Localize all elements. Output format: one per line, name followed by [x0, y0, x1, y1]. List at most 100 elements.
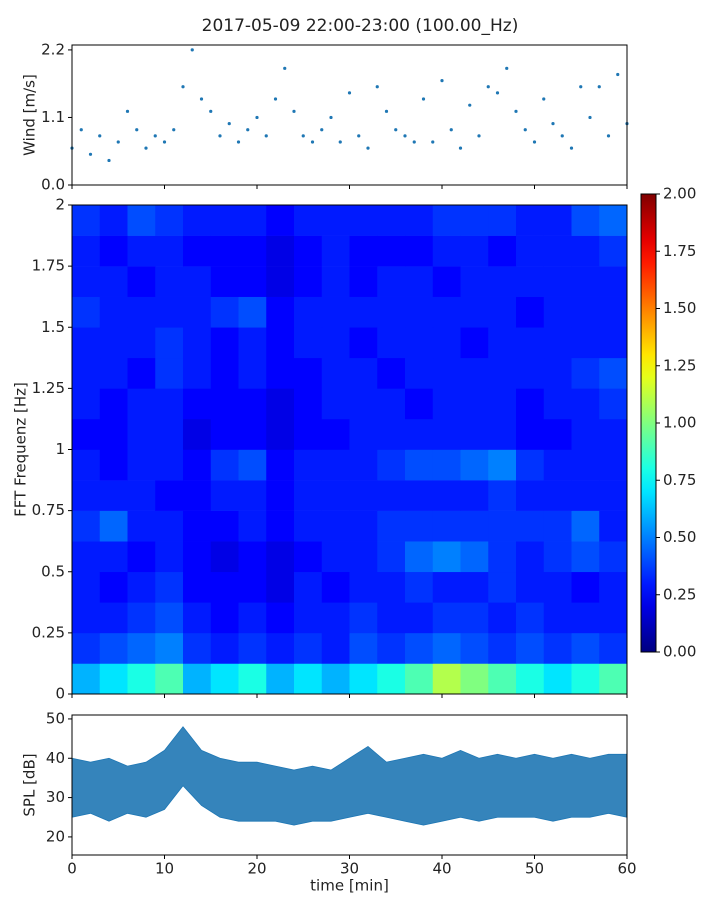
heatmap-cell: [210, 480, 239, 511]
heatmap-cell: [488, 388, 517, 420]
heatmap-cell: [127, 235, 156, 267]
heatmap-cell: [183, 480, 212, 511]
heatmap-cell: [377, 388, 406, 420]
heatmap-cell: [183, 418, 212, 450]
y-tick-label: 1.5: [41, 318, 65, 336]
heatmap-cell: [516, 541, 545, 573]
heatmap-cell: [155, 327, 184, 359]
colorbar: [640, 193, 657, 653]
heatmap-cell: [266, 388, 295, 420]
heatmap-cell: [405, 418, 434, 450]
wind-point: [375, 85, 379, 89]
heatmap-cell: [460, 449, 489, 481]
heatmap-cell: [571, 266, 600, 297]
heatmap-cell: [377, 418, 406, 450]
heatmap-cell: [155, 357, 184, 389]
heatmap-cell: [599, 205, 628, 236]
heatmap-cell: [321, 205, 350, 236]
heatmap-cell: [377, 602, 406, 634]
heatmap-cell: [599, 296, 628, 328]
heatmap-cell: [294, 632, 323, 664]
wind-point: [440, 79, 444, 83]
heatmap-cell: [599, 327, 628, 359]
heatmap-cell: [266, 510, 295, 542]
heatmap-cell: [599, 663, 628, 695]
heatmap-cell: [460, 480, 489, 511]
heatmap-cell: [516, 480, 545, 511]
heatmap-cell: [432, 327, 461, 359]
heatmap-cell: [266, 602, 295, 634]
heatmap-cell: [571, 205, 600, 236]
heatmap-cell: [99, 541, 128, 573]
heatmap-cell: [405, 663, 434, 695]
heatmap-cell: [72, 418, 101, 450]
heatmap-cell: [599, 632, 628, 664]
heatmap-cell: [460, 296, 489, 328]
heatmap-cell: [294, 235, 323, 267]
heatmap-cell: [294, 205, 323, 236]
heatmap-cell: [405, 357, 434, 389]
heatmap-cell: [294, 602, 323, 634]
heatmap-cell: [599, 266, 628, 297]
heatmap-cell: [460, 663, 489, 695]
heatmap-cell: [488, 541, 517, 573]
wind-point: [88, 152, 93, 156]
heatmap-cell: [571, 418, 600, 450]
heatmap-cell: [321, 541, 350, 573]
heatmap-cell: [183, 266, 212, 297]
heatmap-cell: [127, 388, 156, 420]
heatmap-cell: [155, 418, 184, 450]
figure-title: 2017-05-09 22:00-23:00 (100.00_Hz): [202, 16, 519, 36]
heatmap-cell: [183, 205, 212, 236]
heatmap-cell: [488, 235, 517, 267]
heatmap-cell: [183, 510, 212, 542]
wind-point: [329, 115, 333, 120]
wind-point: [125, 109, 130, 113]
heatmap-cell: [349, 571, 378, 603]
wind-point: [468, 103, 472, 107]
heatmap-cell: [349, 418, 378, 450]
heatmap-cell: [349, 510, 378, 542]
heatmap-cell: [127, 205, 156, 236]
heatmap-cell: [155, 449, 184, 481]
heatmap-cell: [571, 602, 600, 634]
heatmap-cell: [321, 418, 350, 450]
heatmap-cell: [155, 602, 184, 634]
heatmap-cell: [599, 357, 628, 389]
heatmap-cell: [72, 510, 101, 542]
heatmap-cell: [238, 571, 267, 603]
heatmap-cell: [543, 327, 572, 359]
heatmap-cell: [432, 296, 461, 328]
wind-point: [523, 128, 527, 132]
heatmap-cell: [183, 663, 212, 695]
heatmap-cell: [238, 235, 267, 267]
heatmap-cell: [72, 357, 101, 389]
heatmap-cell: [405, 602, 434, 634]
heatmap-cell: [488, 296, 517, 328]
wind-point: [162, 140, 167, 144]
wind-point: [236, 140, 241, 144]
heatmap-cell: [377, 663, 406, 695]
heatmap-cell: [488, 663, 517, 695]
heatmap-cell: [599, 449, 628, 481]
heatmap-cell: [210, 510, 239, 542]
x-tick-label: 10: [155, 860, 174, 878]
heatmap-cell: [72, 632, 101, 664]
heatmap-cell: [460, 418, 489, 450]
heatmap-cell: [432, 663, 461, 695]
y-tick-label: 1.25: [32, 379, 65, 397]
heatmap-cell: [460, 602, 489, 634]
heatmap-cell: [238, 480, 267, 511]
heatmap-cell: [543, 418, 572, 450]
heatmap-cell: [72, 327, 101, 359]
heatmap-cell: [210, 418, 239, 450]
heatmap-cell: [321, 632, 350, 664]
x-axis-label: time [min]: [310, 877, 389, 895]
y-tick-label: 50: [46, 709, 65, 727]
heatmap-cell: [377, 571, 406, 603]
heatmap-cell: [155, 571, 184, 603]
heatmap-cell: [516, 632, 545, 664]
heatmap-cell: [571, 449, 600, 481]
heatmap-cell: [210, 663, 239, 695]
y-tick-label: 1: [55, 440, 65, 458]
